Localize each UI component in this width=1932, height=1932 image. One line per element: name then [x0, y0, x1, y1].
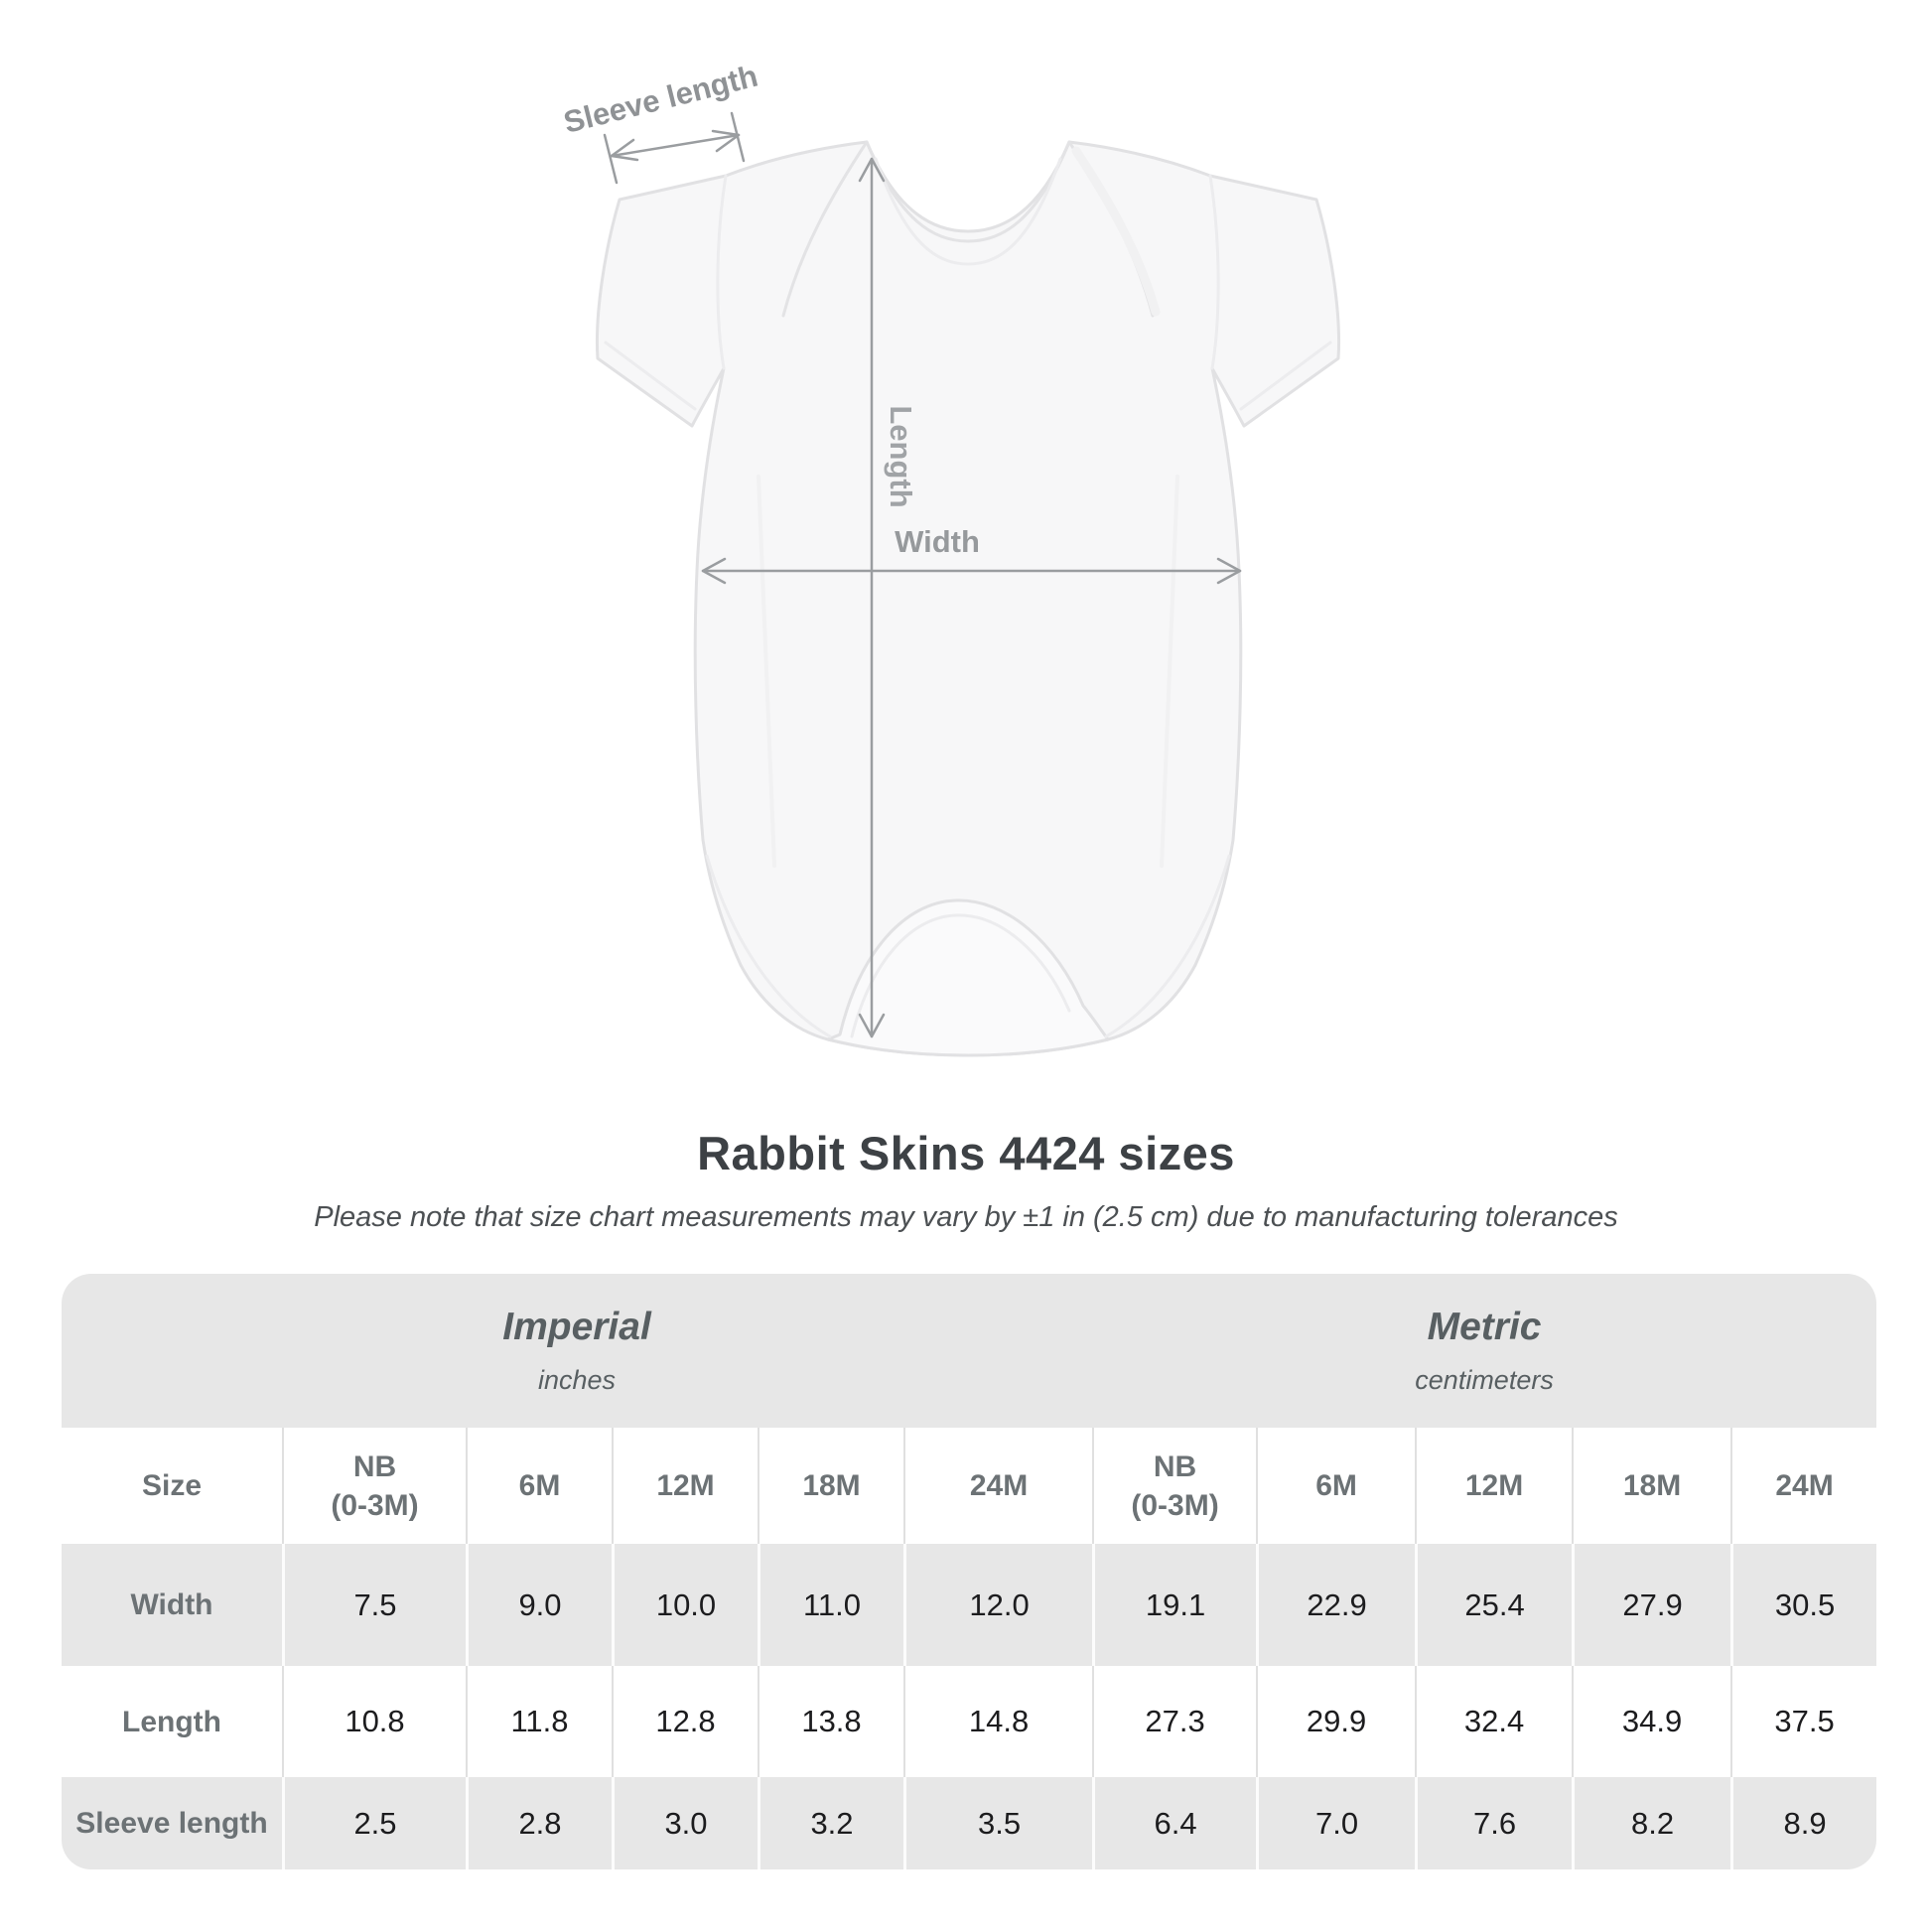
length-18m-in: 13.8: [758, 1666, 903, 1777]
sleeve-length-label: Sleeve length: [560, 59, 760, 140]
neck-trim-outer-seam: [865, 140, 1071, 243]
sleeve-length-tick-left: [603, 133, 619, 185]
length-24m-in: 14.8: [903, 1666, 1093, 1777]
width-18m-cm: 27.9: [1572, 1544, 1731, 1666]
width-24m-in: 12.0: [903, 1544, 1093, 1666]
sleeve-nb-in: 2.5: [282, 1777, 466, 1869]
length-arrowhead-top: [858, 157, 886, 183]
col-header-nb-metric: NB (0-3M): [1092, 1428, 1257, 1544]
sleeve-nb-cm: 6.4: [1092, 1777, 1257, 1869]
imperial-unit: inches: [538, 1365, 617, 1395]
sleeve-length-arrowhead-right: [711, 129, 741, 153]
length-6m-in: 11.8: [466, 1666, 612, 1777]
sleeve-length-arrowhead-left: [610, 138, 639, 162]
length-6m-cm: 29.9: [1256, 1666, 1416, 1777]
width-arrowhead-right: [1216, 557, 1242, 585]
width-label: Width: [895, 524, 980, 559]
width-nb-in: 7.5: [282, 1544, 466, 1666]
sleeve-6m-in: 2.8: [466, 1777, 612, 1869]
col-header-18m-imperial: 18M: [758, 1428, 903, 1544]
width-24m-cm: 30.5: [1730, 1544, 1877, 1666]
width-18m-in: 11.0: [758, 1544, 903, 1666]
size-corner-label: Size: [62, 1428, 282, 1544]
left-sleeve-hem-seam: [604, 341, 697, 411]
col-header-24m-metric: 24M: [1730, 1428, 1877, 1544]
size-table-grid: Imperial inches Metric centimeters Size …: [62, 1274, 1877, 1869]
page-title: Rabbit Skins 4424 sizes: [697, 1127, 1235, 1179]
right-fold: [1160, 475, 1179, 868]
row-label-length: Length: [62, 1666, 282, 1777]
right-lap-shadow: [1071, 146, 1161, 317]
neck-trim-inner-seam: [874, 157, 1062, 266]
tolerance-note: Please note that size chart measurements…: [314, 1201, 1618, 1233]
sleeve-length-arrow: [610, 133, 741, 158]
width-12m-in: 10.0: [612, 1544, 758, 1666]
left-leg-binding-seam: [705, 854, 832, 1038]
sleeve-24m-in: 3.5: [903, 1777, 1093, 1869]
length-18m-cm: 34.9: [1572, 1666, 1731, 1777]
length-12m-in: 12.8: [612, 1666, 758, 1777]
imperial-band: Imperial inches: [62, 1274, 1093, 1428]
length-arrowhead-bottom: [858, 1013, 886, 1038]
length-nb-in: 10.8: [282, 1666, 466, 1777]
left-armhole-seam: [716, 174, 728, 370]
width-arrowhead-left: [701, 557, 727, 585]
table-row-width: Width 7.5 9.0 10.0 11.0 12.0 19.1 22.9 2…: [62, 1544, 1877, 1666]
length-24m-cm: 37.5: [1730, 1666, 1877, 1777]
col-header-6m-metric: 6M: [1256, 1428, 1416, 1544]
width-12m-cm: 25.4: [1415, 1544, 1573, 1666]
unit-band-row: Imperial inches Metric centimeters: [62, 1274, 1877, 1428]
col-header-6m-imperial: 6M: [466, 1428, 612, 1544]
metric-unit: centimeters: [1415, 1365, 1554, 1395]
right-sleeve-hem-seam: [1239, 341, 1332, 411]
metric-band: Metric centimeters: [1092, 1274, 1877, 1428]
sleeve-18m-in: 3.2: [758, 1777, 903, 1869]
sleeve-length-tick-right: [730, 111, 746, 163]
length-12m-cm: 32.4: [1415, 1666, 1573, 1777]
crotch-flap: [826, 898, 1110, 1057]
col-header-12m-metric: 12M: [1415, 1428, 1573, 1544]
size-header-row: Size NB (0-3M) 6M 12M 18M 24M NB (0-3M) …: [62, 1428, 1877, 1544]
col-header-nb-imperial: NB (0-3M): [282, 1428, 466, 1544]
crotch-flap-binding-seam: [850, 913, 1071, 1038]
right-leg-binding-seam: [1104, 854, 1231, 1038]
table-row-length: Length 10.8 11.8 12.8 13.8 14.8 27.3 29.…: [62, 1666, 1877, 1777]
table-row-sleeve-length: Sleeve length 2.5 2.8 3.0 3.2 3.5 6.4 7.…: [62, 1777, 1877, 1869]
metric-heading: Metric: [1427, 1306, 1542, 1348]
sleeve-6m-cm: 7.0: [1256, 1777, 1416, 1869]
sleeve-24m-cm: 8.9: [1730, 1777, 1877, 1869]
col-header-12m-imperial: 12M: [612, 1428, 758, 1544]
sleeve-12m-in: 3.0: [612, 1777, 758, 1869]
width-6m-in: 9.0: [466, 1544, 612, 1666]
left-lap-shoulder-seam: [781, 140, 869, 318]
left-fold: [757, 475, 776, 868]
length-label: Length: [884, 405, 918, 507]
onesie-diagram: Length Width Sleeve length: [560, 59, 1340, 1057]
right-armhole-seam: [1208, 174, 1220, 370]
row-label-sleeve-length: Sleeve length: [62, 1777, 282, 1869]
imperial-heading: Imperial: [502, 1306, 651, 1348]
size-table: Imperial inches Metric centimeters Size …: [62, 1274, 1877, 1869]
sleeve-12m-cm: 7.6: [1415, 1777, 1573, 1869]
sleeve-18m-cm: 8.2: [1572, 1777, 1731, 1869]
length-nb-cm: 27.3: [1092, 1666, 1257, 1777]
col-header-24m-imperial: 24M: [903, 1428, 1093, 1544]
row-label-width: Width: [62, 1544, 282, 1666]
col-header-18m-metric: 18M: [1572, 1428, 1731, 1544]
width-6m-cm: 22.9: [1256, 1544, 1416, 1666]
width-nb-cm: 19.1: [1092, 1544, 1257, 1666]
